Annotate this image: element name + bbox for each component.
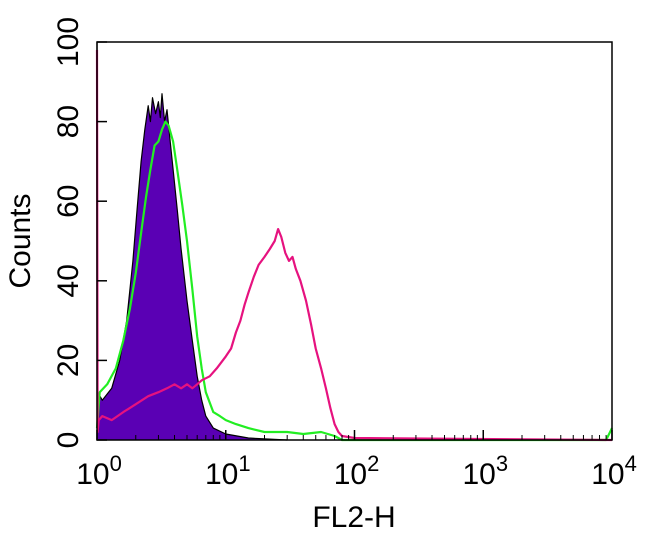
y-axis-title: Counts bbox=[4, 193, 37, 288]
series-0-fill bbox=[97, 42, 288, 440]
x-tick-label: 104 bbox=[591, 451, 637, 491]
x-axis-ticks: 100 101 102 103 104 bbox=[76, 430, 637, 491]
series-0-line bbox=[96, 41, 288, 441]
x-tick-label: 101 bbox=[205, 451, 251, 491]
series-1-line bbox=[95, 120, 613, 442]
y-axis-ticks: 0 20 40 60 80 100 bbox=[52, 17, 107, 448]
series-layer bbox=[95, 41, 613, 442]
x-axis-title: FL2-H bbox=[312, 501, 395, 534]
y-tick-label: 80 bbox=[52, 105, 85, 138]
y-tick-label: 100 bbox=[52, 17, 85, 67]
x-tick-label: 103 bbox=[462, 451, 508, 491]
y-tick-label: 40 bbox=[52, 264, 85, 297]
x-tick-label: 100 bbox=[76, 451, 122, 491]
series-2-line bbox=[95, 49, 613, 442]
y-tick-label: 60 bbox=[52, 185, 85, 218]
y-tick-label: 0 bbox=[52, 432, 85, 449]
x-tick-label: 102 bbox=[334, 451, 380, 491]
y-tick-label: 20 bbox=[52, 344, 85, 377]
